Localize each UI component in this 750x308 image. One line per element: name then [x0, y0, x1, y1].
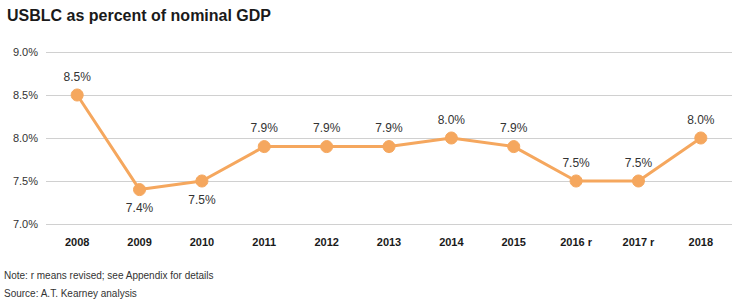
- svg-text:8.0%: 8.0%: [13, 132, 38, 144]
- svg-text:7.4%: 7.4%: [126, 201, 154, 215]
- svg-text:7.9%: 7.9%: [500, 121, 528, 135]
- svg-text:8.0%: 8.0%: [687, 113, 715, 127]
- svg-text:9.0%: 9.0%: [13, 46, 38, 58]
- svg-text:7.9%: 7.9%: [375, 121, 403, 135]
- svg-text:7.5%: 7.5%: [188, 193, 216, 207]
- svg-text:2012: 2012: [314, 236, 338, 248]
- svg-text:Source: A.T. Kearney analysis: Source: A.T. Kearney analysis: [4, 288, 137, 299]
- svg-text:8.5%: 8.5%: [64, 70, 92, 84]
- svg-text:8.0%: 8.0%: [438, 113, 466, 127]
- svg-text:7.9%: 7.9%: [313, 121, 341, 135]
- svg-text:2016 r: 2016 r: [560, 236, 593, 248]
- svg-text:2010: 2010: [190, 236, 214, 248]
- svg-text:7.5%: 7.5%: [13, 175, 38, 187]
- svg-text:2017 r: 2017 r: [623, 236, 656, 248]
- svg-text:8.5%: 8.5%: [13, 89, 38, 101]
- svg-text:2011: 2011: [252, 236, 276, 248]
- svg-text:2013: 2013: [377, 236, 401, 248]
- svg-text:2018: 2018: [689, 236, 713, 248]
- svg-text:Note: r means revised; see App: Note: r means revised; see Appendix for …: [4, 270, 214, 281]
- svg-text:2015: 2015: [501, 236, 525, 248]
- svg-text:7.5%: 7.5%: [625, 156, 653, 170]
- svg-text:7.9%: 7.9%: [251, 121, 279, 135]
- svg-text:2009: 2009: [127, 236, 151, 248]
- svg-text:2014: 2014: [439, 236, 464, 248]
- svg-text:7.0%: 7.0%: [13, 218, 38, 230]
- svg-text:USBLC as percent of nominal GD: USBLC as percent of nominal GDP: [7, 7, 271, 24]
- svg-text:2008: 2008: [65, 236, 89, 248]
- svg-text:7.5%: 7.5%: [562, 156, 590, 170]
